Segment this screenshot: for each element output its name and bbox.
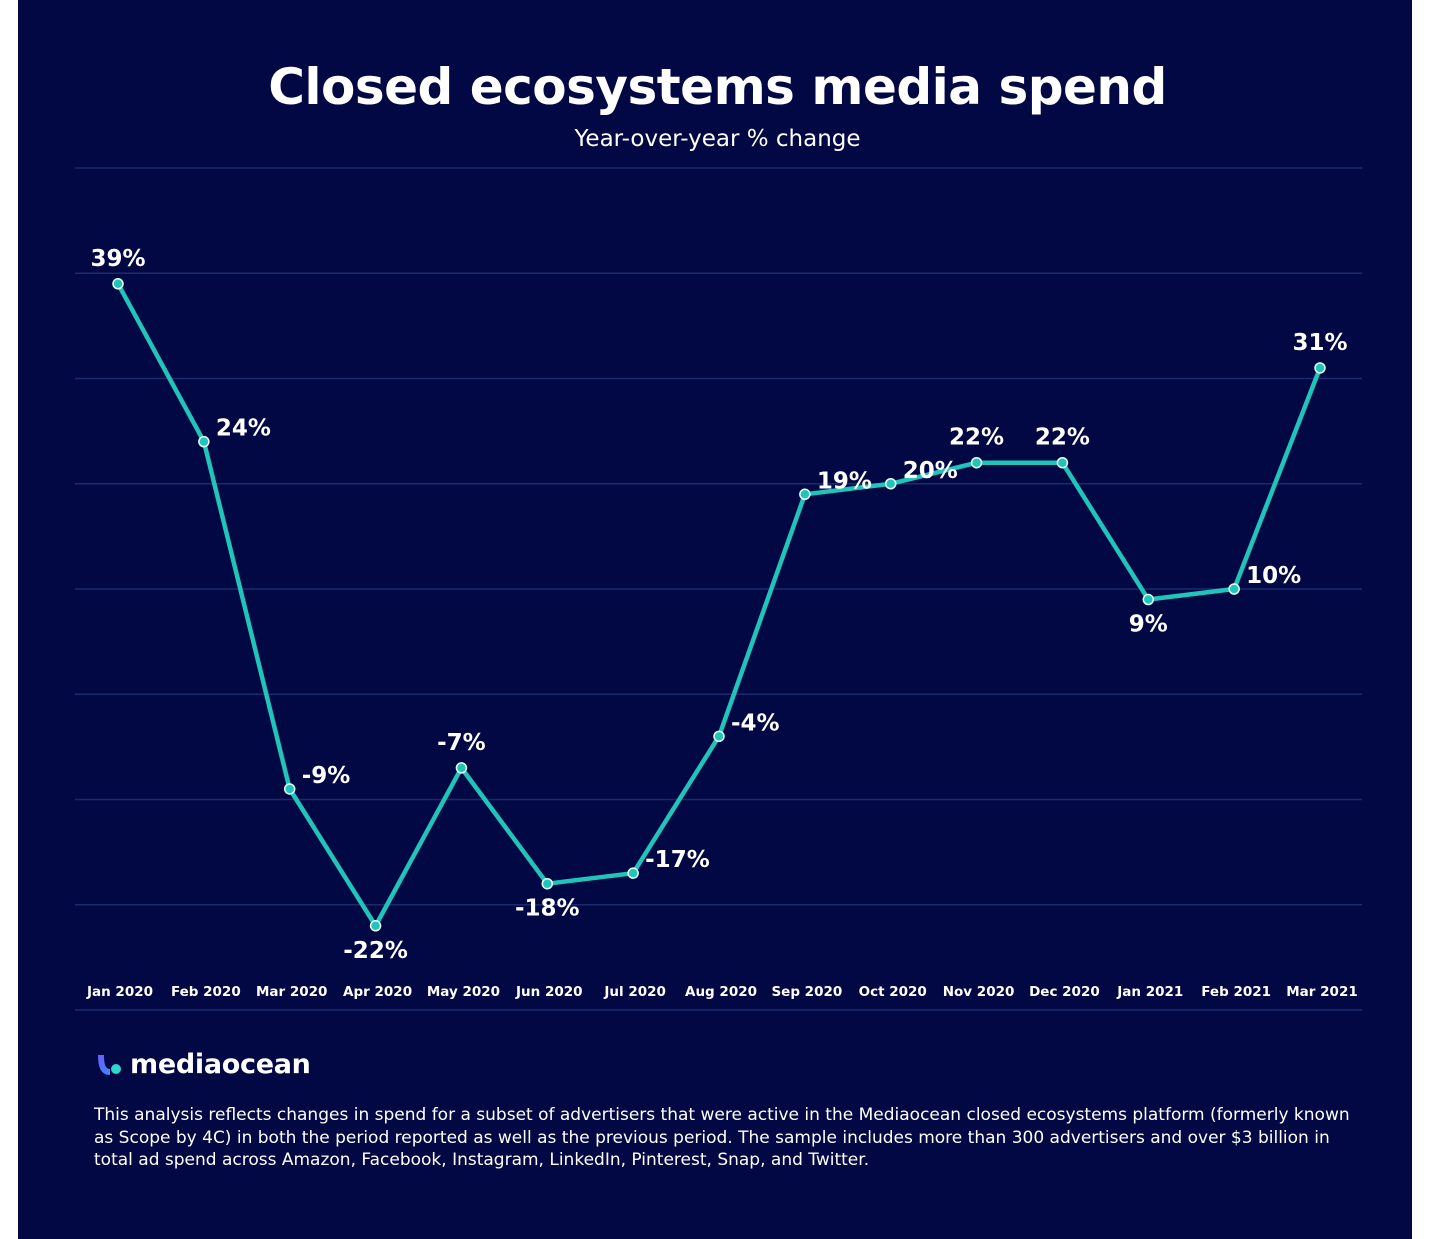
data-point — [713, 730, 725, 743]
x-tick-label: Feb 2021 — [1201, 984, 1271, 1000]
x-tick-label: Mar 2020 — [256, 984, 327, 1000]
data-point — [1056, 456, 1069, 469]
mediaocean-logo: mediaocean — [94, 1046, 311, 1082]
data-point — [112, 278, 124, 290]
data-labels: 39% 24% -9% -22% -7% -18% -17% -4% 19% 20% 22% 22% 9… — [90, 246, 1347, 964]
x-tick-label: Feb 2020 — [171, 984, 241, 1000]
x-tick-label: Oct 2020 — [859, 984, 927, 1000]
data-label: 22% — [949, 425, 1004, 451]
chart-title: Closed ecosystems media spend — [268, 58, 1167, 116]
x-tick-label: Mar 2021 — [1286, 984, 1357, 1000]
data-label: -4% — [731, 710, 780, 736]
x-tick-label: Sep 2020 — [771, 984, 842, 1000]
data-label: 10% — [1246, 563, 1301, 589]
data-point — [799, 488, 811, 501]
data-label: -22% — [343, 938, 408, 964]
data-label: 9% — [1129, 612, 1168, 638]
data-point — [198, 435, 210, 448]
data-label: -7% — [437, 730, 486, 756]
data-label: 22% — [1035, 425, 1090, 451]
data-label: 31% — [1292, 330, 1347, 356]
x-tick-label: Jul 2020 — [603, 984, 666, 1000]
data-point — [369, 920, 382, 932]
x-tick-label: Jun 2020 — [515, 984, 583, 1000]
data-label: 24% — [216, 416, 271, 442]
data-point — [1142, 593, 1155, 606]
x-tick-label: Jan 2020 — [86, 984, 153, 1000]
x-tick-label: Nov 2020 — [943, 984, 1015, 1000]
data-point — [884, 478, 897, 490]
data-point — [970, 456, 983, 469]
mediaocean-logo-icon — [98, 1055, 121, 1075]
x-tick-label: Jan 2021 — [1116, 984, 1183, 1000]
data-label: 39% — [90, 246, 145, 272]
chart-subtitle: Year-over-year % change — [574, 126, 861, 152]
x-tick-label: Dec 2020 — [1029, 984, 1100, 1000]
data-point — [455, 762, 468, 774]
data-label: -18% — [515, 896, 580, 922]
x-axis-ticks: Jan 2020 Feb 2020 Mar 2020 Apr 2020 May 2020… — [86, 984, 1358, 1000]
data-points — [112, 278, 1326, 932]
logo-wordmark: mediaocean — [130, 1048, 311, 1080]
data-label: 20% — [903, 458, 958, 484]
data-label: 19% — [817, 468, 872, 494]
data-point — [627, 867, 639, 879]
data-label: -17% — [645, 847, 710, 873]
series-line — [115, 281, 1323, 929]
data-point — [1314, 362, 1326, 374]
data-point — [541, 877, 554, 890]
data-point — [1228, 583, 1240, 595]
x-tick-label: Apr 2020 — [343, 984, 412, 1000]
x-tick-label: May 2020 — [427, 984, 500, 1000]
data-label: -9% — [302, 763, 351, 789]
data-point — [283, 783, 296, 795]
methodology-footnote: This analysis reflects changes in spend … — [94, 1105, 1350, 1170]
x-tick-label: Aug 2020 — [685, 984, 757, 1000]
chart-panel — [18, 0, 1412, 1239]
gridlines — [75, 167, 1362, 1011]
series-line-layer — [115, 281, 1323, 929]
